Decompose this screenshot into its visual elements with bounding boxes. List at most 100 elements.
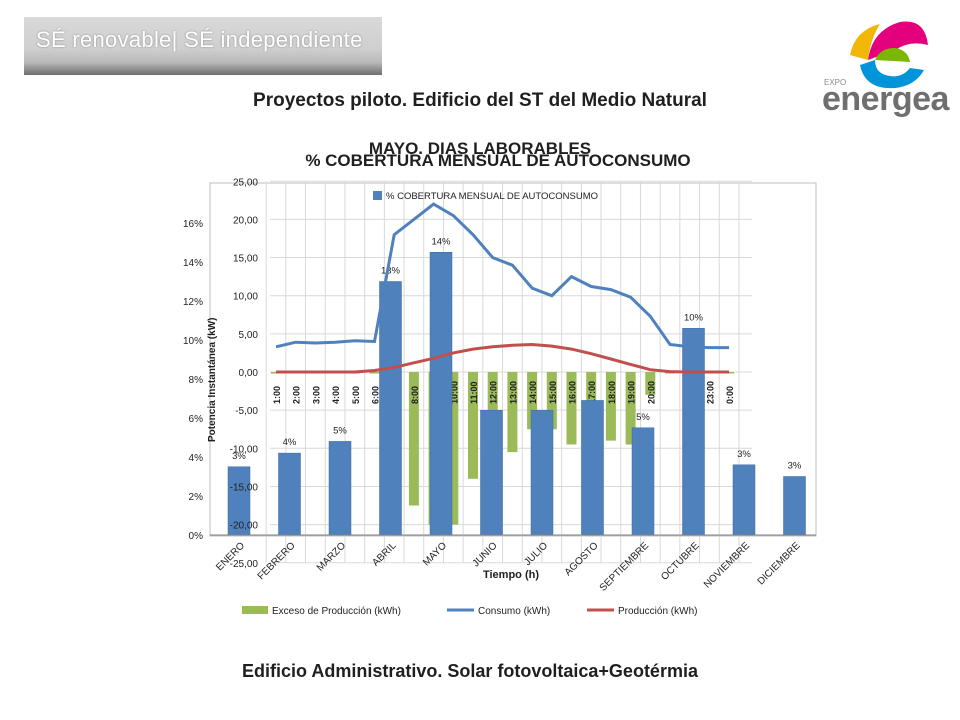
- exceso-bar: [369, 372, 380, 374]
- hour-tick-label: 12:00: [489, 381, 499, 404]
- consumo-line: [275, 202, 730, 350]
- hour-tick-label: 13:00: [508, 381, 518, 404]
- month-bar: [429, 252, 453, 536]
- logo-text: energea: [822, 80, 949, 118]
- produccion-line: [276, 342, 730, 374]
- month-data-labels: 3% 4% 5% 13% 14% 5% 10% 3% 3%: [232, 236, 802, 471]
- hour-tick-label: 3:00: [311, 386, 321, 404]
- month-data-label: 14%: [431, 236, 451, 247]
- exceso-bar: [566, 372, 577, 445]
- kw-tick-label: 5,00: [239, 330, 259, 341]
- month-data-label: 10%: [684, 312, 704, 323]
- y-axis-title: Potencia Instantánea (kW): [207, 318, 218, 442]
- hour-tick-label: 5:00: [351, 386, 361, 404]
- overlay-chart-title: MAYO. DIAS LABORABLES: [369, 139, 591, 158]
- main-chart-title: % COBERTURA MENSUAL DE AUTOCONSUMO: [305, 151, 690, 170]
- x-axis-title: Tiempo (h): [483, 569, 539, 581]
- month-data-label: 5%: [636, 412, 650, 423]
- hour-tick-label: 0:00: [725, 386, 735, 404]
- kw-axis: -25,00 -20,00 -15,00 -10,00 -5,00 0,00 5,00 10,…: [230, 177, 259, 570]
- percent-tick-label: 0%: [189, 531, 204, 542]
- exceso-bar: [645, 372, 656, 395]
- month-data-label: 4%: [283, 437, 297, 448]
- hour-tick-label: 4:00: [331, 386, 341, 404]
- month-tick-label: MARZO: [315, 540, 348, 573]
- month-bar: [581, 400, 604, 536]
- logo-expo: EXPO: [824, 78, 847, 87]
- plot-area: [209, 182, 817, 537]
- kw-tick-label: -25,00: [230, 559, 259, 570]
- energea-logo-icon: [850, 21, 928, 89]
- banner: SÉ renovable| SÉ independiente: [24, 17, 382, 75]
- hour-tick-label: 14:00: [528, 381, 538, 404]
- banner-text: SÉ renovable| SÉ independiente: [36, 27, 363, 52]
- month-axis: ENERO FEBRERO MARZO ABRIL MAYO JUNIO JULIO AGOS…: [210, 534, 816, 594]
- exceso-bar: [605, 372, 616, 441]
- hour-tick-label: 18:00: [607, 381, 617, 404]
- kw-tick-label: 25,00: [233, 177, 258, 188]
- month-bar: [328, 441, 352, 536]
- hour-tick-label: 1:00: [272, 386, 282, 404]
- month-data-label: 3%: [232, 451, 246, 462]
- hour-tick-label: 10:00: [449, 381, 459, 404]
- month-bar: [682, 328, 705, 536]
- percent-tick-label: 14%: [183, 258, 203, 269]
- month-bar: [732, 464, 756, 536]
- kw-tick-label: -5,00: [235, 406, 258, 417]
- month-tick-label: FEBRERO: [256, 540, 298, 582]
- month-tick-label: NOVIEMBRE: [702, 540, 752, 590]
- page-title: Proyectos piloto. Edificio del ST del Me…: [253, 90, 707, 111]
- hour-tick-label: 15:00: [548, 381, 558, 404]
- legend-label-exceso: Exceso de Producción (kWh): [272, 606, 401, 617]
- month-bars: [227, 252, 806, 536]
- exceso-bar: [507, 372, 518, 453]
- exceso-bar: [468, 372, 478, 479]
- month-data-label: 3%: [788, 461, 802, 472]
- month-tick-label: SEPTIEMBRE: [598, 540, 652, 594]
- month-data-label: 5%: [333, 425, 347, 436]
- month-bar: [783, 476, 806, 536]
- hour-tick-label: 16:00: [568, 381, 578, 404]
- kw-tick-label: -20,00: [230, 521, 259, 532]
- kw-tick-label: 0,00: [239, 368, 259, 379]
- hour-tick-label: 2:00: [292, 386, 302, 404]
- month-tick-label: DICIEMBRE: [756, 540, 803, 587]
- percent-tick-label: 16%: [183, 219, 203, 230]
- month-bar: [278, 452, 301, 536]
- exceso-bar: [527, 372, 538, 430]
- kw-tick-label: 15,00: [233, 254, 258, 265]
- month-bar: [480, 409, 503, 536]
- legend-label-consumo: Consumo (kWh): [478, 606, 550, 617]
- percent-axis: 0% 2% 4% 6% 8% 10% 12% 14% 16%: [183, 219, 203, 542]
- percent-tick-label: 6%: [189, 414, 204, 425]
- footer-title: Edificio Administrativo. Solar fotovolta…: [242, 661, 698, 681]
- month-tick-label: OCTUBRE: [659, 540, 702, 583]
- month-tick-label: JULIO: [522, 540, 550, 568]
- exceso-bar: [448, 372, 459, 525]
- legend-swatch-cobertura: [373, 191, 382, 200]
- month-tick-label: JUNIO: [471, 540, 500, 569]
- chart-area: MAYO. DIAS LABORABLES % COBERTURA MENSUA…: [183, 139, 817, 617]
- legend-label-cobertura: % COBERTURA MENSUAL DE AUTOCONSUMO: [386, 191, 598, 202]
- percent-tick-label: 4%: [189, 453, 204, 464]
- percent-tick-label: 2%: [189, 492, 204, 503]
- month-bar: [631, 427, 655, 536]
- hour-tick-label: 17:00: [587, 381, 597, 404]
- hour-tick-label: 8:00: [410, 386, 420, 404]
- kw-tick-label: 20,00: [233, 215, 258, 226]
- hour-tick-label: 6:00: [371, 386, 381, 404]
- percent-tick-label: 12%: [183, 297, 203, 308]
- hour-tick-label: 20:00: [646, 381, 656, 404]
- month-data-label: 3%: [737, 449, 751, 460]
- exceso-bar: [408, 372, 419, 506]
- hour-tick-label: 23:00: [705, 381, 715, 404]
- legend-label-produccion: Producción (kWh): [618, 606, 697, 617]
- month-data-label: 13%: [381, 266, 401, 277]
- percent-tick-label: 10%: [183, 336, 203, 347]
- kw-tick-label: 10,00: [233, 292, 258, 303]
- exceso-bar: [625, 372, 636, 445]
- hour-tick-label: 19:00: [627, 381, 637, 404]
- kw-tick-label: -10,00: [230, 444, 259, 455]
- month-bar: [379, 281, 402, 536]
- percent-tick-label: 8%: [189, 375, 204, 386]
